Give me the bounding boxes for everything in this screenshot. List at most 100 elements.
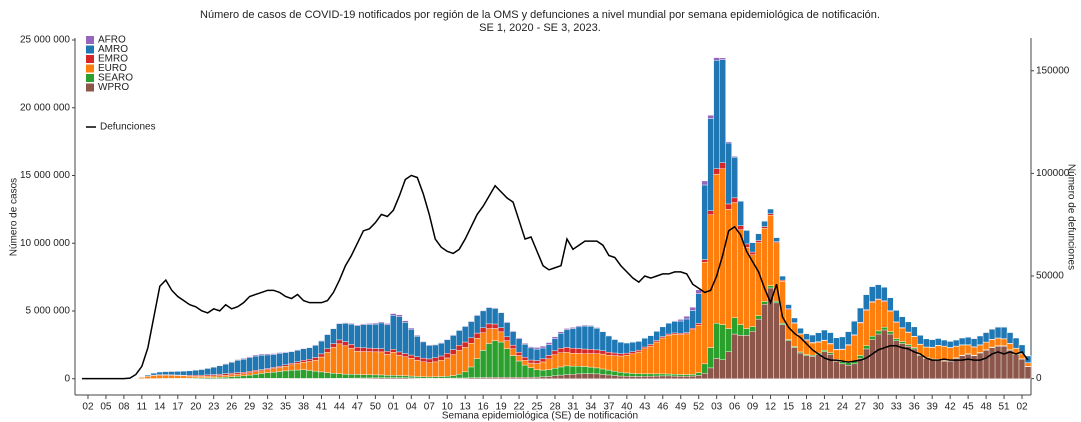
bar [312, 344, 319, 346]
bar [701, 184, 708, 260]
bar [707, 214, 714, 348]
bar [545, 342, 553, 345]
bar [270, 367, 277, 369]
bar [623, 372, 631, 377]
chart-title: Número de casos de COVID-19 notificados … [200, 9, 880, 21]
bar [569, 348, 577, 354]
bar [402, 356, 409, 376]
bar [671, 321, 678, 334]
x-tick-label: 08 [118, 402, 130, 413]
bar [827, 352, 834, 355]
y2-tick-label: 150000 [1036, 65, 1070, 76]
bar [378, 374, 385, 378]
bar [994, 326, 1002, 339]
bar [958, 344, 966, 356]
bar [761, 304, 768, 379]
bar [1006, 343, 1014, 350]
bar [617, 353, 625, 357]
bar [791, 317, 798, 323]
bar [581, 324, 589, 327]
bar [426, 376, 433, 379]
bar [384, 351, 391, 355]
bar [456, 330, 463, 346]
bar [222, 363, 229, 365]
bar [515, 337, 523, 339]
x-tick-label: 25 [531, 402, 543, 413]
bar [791, 347, 798, 379]
bar [719, 59, 726, 163]
bar [479, 327, 487, 334]
bar [216, 373, 223, 376]
bar [671, 334, 678, 375]
bar [929, 339, 936, 348]
bar [438, 376, 445, 379]
bar [216, 365, 223, 375]
bar [473, 338, 481, 359]
bar [671, 374, 678, 377]
bar [869, 335, 876, 340]
bar [276, 366, 283, 368]
bar [779, 275, 786, 281]
bar [881, 327, 888, 331]
bar [282, 351, 289, 353]
bar [210, 366, 217, 375]
bar [432, 357, 439, 363]
bar [569, 327, 577, 329]
bar [731, 197, 738, 203]
bar [641, 346, 649, 349]
bar [713, 173, 720, 324]
bar [360, 351, 367, 375]
bar [222, 363, 229, 374]
bar [240, 359, 247, 373]
bar [252, 371, 259, 375]
bar [426, 362, 433, 378]
bar [300, 347, 307, 349]
bar [593, 349, 601, 354]
bar [444, 357, 451, 377]
bar [611, 355, 619, 372]
bar [683, 374, 690, 377]
bar [653, 331, 660, 341]
y-tick-label: 20 000 000 [20, 102, 70, 113]
bar [737, 201, 744, 226]
bar [444, 376, 451, 379]
bar [1012, 354, 1020, 379]
bar [875, 299, 882, 332]
bar [689, 329, 696, 375]
bar [432, 361, 439, 377]
bar [659, 337, 666, 375]
bar [234, 373, 241, 377]
bar [641, 373, 649, 377]
bar [473, 332, 481, 339]
bar [623, 352, 631, 356]
x-tick-label: 50 [370, 402, 382, 413]
bar [456, 374, 463, 379]
bar [527, 362, 535, 368]
bar [473, 315, 481, 334]
bar [300, 362, 307, 370]
bar [312, 357, 319, 361]
bar [605, 335, 613, 353]
bar [252, 354, 259, 357]
x-tick-label: 41 [316, 402, 328, 413]
bar [994, 346, 1002, 379]
bar [587, 325, 595, 327]
x-tick-label: 20 [190, 402, 202, 413]
bar [767, 208, 774, 214]
bar [467, 343, 475, 368]
bar [318, 340, 325, 355]
bar [282, 352, 289, 365]
bar [833, 360, 840, 379]
bar [240, 373, 247, 377]
bar [557, 333, 565, 349]
bar [461, 326, 469, 343]
bar [976, 335, 984, 345]
bar [450, 334, 457, 336]
bar [252, 355, 259, 371]
bar [384, 354, 391, 376]
bar [599, 353, 607, 370]
bar [743, 247, 750, 329]
bar [599, 331, 607, 351]
bar [719, 324, 726, 360]
